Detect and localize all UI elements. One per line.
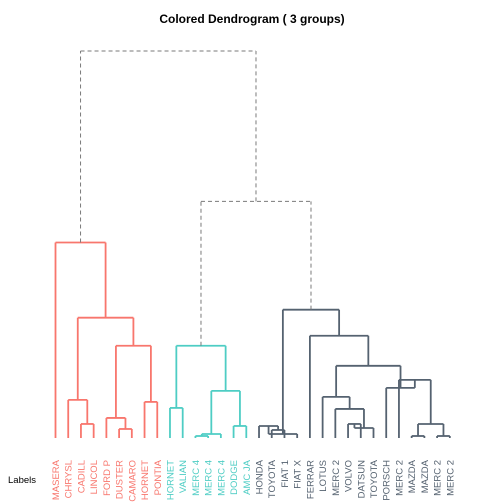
y-axis-label: Labels xyxy=(8,475,36,486)
leaf-label: MERC 2 xyxy=(331,460,342,496)
leaf-label: CAMARO xyxy=(127,460,138,502)
leaf-label: MERC 2 xyxy=(433,460,444,496)
leaf-label: PONTIA xyxy=(153,459,164,495)
leaf-label: HORNET xyxy=(140,460,151,500)
leaf-label: TOYOTA xyxy=(267,459,278,498)
leaf-label: MERC 4 xyxy=(191,460,202,496)
leaf-label: FIAT 1 xyxy=(280,460,291,488)
leaf-label: FIAT X xyxy=(293,459,304,488)
leaf-label: MERC 2 xyxy=(394,460,405,496)
leaf-label: PORSCH xyxy=(382,460,393,501)
leaf-label: VOLVO xyxy=(344,460,355,492)
leaf-label: MERC 4 xyxy=(216,460,227,496)
leaf-label: LOTUS xyxy=(318,460,329,492)
leaf-label: VALIAN xyxy=(178,460,189,493)
leaf-labels: MASERA CHRYSL CADILL LINCOL FORD P DUSTER CAMA… xyxy=(51,459,456,501)
leaf-label: MAZDA xyxy=(420,459,431,493)
leaf-label: MERC 2 xyxy=(445,460,456,496)
leaf-label: MERC 4 xyxy=(204,460,215,496)
leaf-label: CHRYSL xyxy=(64,460,75,498)
leaf-label: FERRAR xyxy=(305,460,316,499)
leaf-label: HONDA xyxy=(255,459,266,494)
chart-title: Colored Dendrogram ( 3 groups) xyxy=(159,12,344,26)
leaf-label: MASERA xyxy=(51,459,62,500)
leaf-label: CADILL xyxy=(76,460,87,493)
leaf-label: FORD P xyxy=(102,460,113,496)
leaf-label: LINCOL xyxy=(89,460,100,494)
leaf-label: AMC JA xyxy=(242,459,253,495)
leaf-label: TOYOTA xyxy=(369,459,380,498)
leaf-label: DATSUN xyxy=(356,460,367,498)
dendrogram-branches xyxy=(56,51,450,438)
leaf-label: MAZDA xyxy=(407,459,418,493)
leaf-label: HORNET xyxy=(165,460,176,500)
leaf-label: DUSTER xyxy=(115,460,126,499)
leaf-label: DODGE xyxy=(229,460,240,495)
